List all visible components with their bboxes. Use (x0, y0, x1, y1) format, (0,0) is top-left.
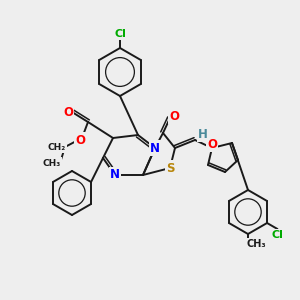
Text: N: N (150, 142, 160, 154)
Text: Cl: Cl (272, 230, 284, 240)
Text: CH₃: CH₃ (43, 158, 61, 167)
Text: H: H (198, 128, 208, 140)
Text: O: O (75, 134, 85, 146)
Text: N: N (110, 169, 120, 182)
Text: O: O (63, 106, 73, 118)
Text: CH₃: CH₃ (246, 239, 266, 249)
Text: Cl: Cl (114, 29, 126, 39)
Text: O: O (207, 137, 217, 151)
Text: O: O (169, 110, 179, 122)
Text: S: S (166, 161, 174, 175)
Text: CH₂: CH₂ (48, 142, 66, 152)
